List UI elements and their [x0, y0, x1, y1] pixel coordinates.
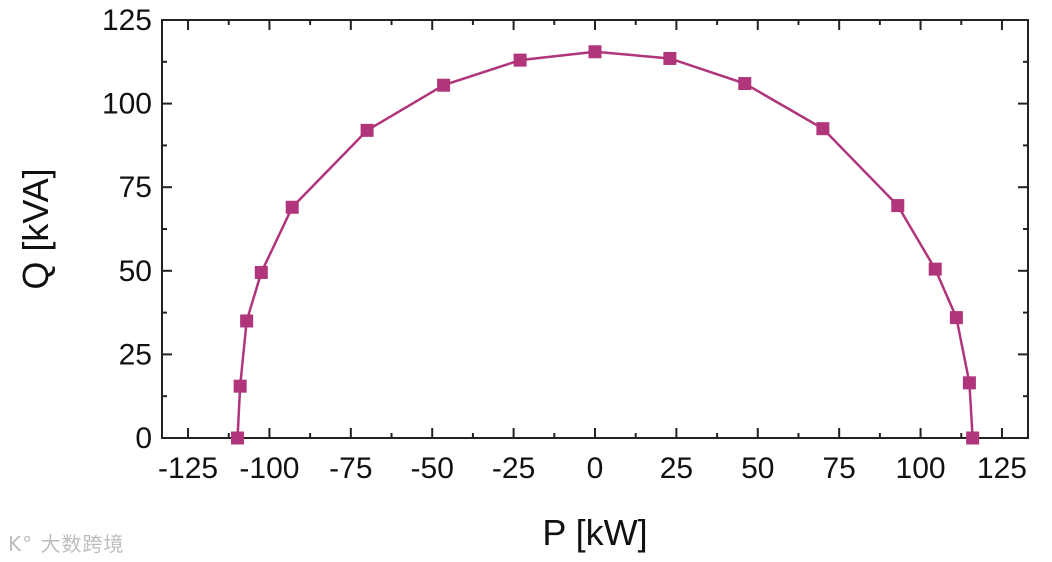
data-point-marker	[231, 431, 245, 445]
data-point-marker	[588, 45, 602, 59]
y-axis-title: Q [kVA]	[15, 168, 56, 289]
data-point-marker	[437, 78, 451, 92]
tick-labels: -125 -100 -75 -50 -25 0 25 50 75 100 125 0 25 50 75 100…	[102, 4, 1027, 485]
y-tick-label: 75	[119, 171, 152, 204]
y-tick-label: 0	[135, 422, 152, 455]
x-axis-title: P [kW]	[542, 512, 647, 553]
watermark-text: 大数跨境	[40, 532, 125, 556]
x-tick-label: 100	[896, 452, 946, 485]
y-tick-label: 100	[102, 88, 152, 121]
data-point-marker	[663, 51, 677, 65]
watermark-logo: K° 大数跨境	[8, 528, 124, 557]
data-point-marker	[966, 431, 980, 445]
x-tick-label: 50	[741, 452, 774, 485]
x-tick-label: 75	[822, 452, 855, 485]
axis-ticks	[162, 19, 1028, 439]
data-point-marker	[254, 265, 268, 279]
x-tick-label: -50	[411, 452, 454, 485]
data-point-marker	[738, 77, 752, 91]
data-point-marker	[513, 53, 527, 67]
y-tick-label: 25	[119, 338, 152, 371]
x-tick-label: -125	[158, 452, 218, 485]
y-tick-label: 50	[119, 255, 152, 288]
x-tick-label: 125	[977, 452, 1027, 485]
series-line	[236, 50, 974, 439]
x-tick-label: -75	[329, 452, 372, 485]
data-point-marker	[928, 262, 942, 276]
x-tick-label: -25	[492, 452, 535, 485]
data-point-marker	[891, 199, 905, 213]
y-tick-label: 125	[102, 4, 152, 37]
data-series	[231, 45, 980, 445]
x-tick-label: 25	[660, 452, 693, 485]
plot-frame	[161, 19, 1029, 439]
data-point-marker	[360, 123, 374, 137]
data-point-marker	[962, 376, 976, 390]
data-point-marker	[949, 311, 963, 325]
x-tick-label: 0	[587, 452, 604, 485]
data-point-marker	[240, 314, 254, 328]
data-point-marker	[816, 122, 830, 136]
data-point-marker	[233, 379, 247, 393]
data-point-marker	[285, 200, 299, 214]
x-tick-label: -100	[239, 452, 299, 485]
watermark-icon: K°	[8, 532, 34, 556]
